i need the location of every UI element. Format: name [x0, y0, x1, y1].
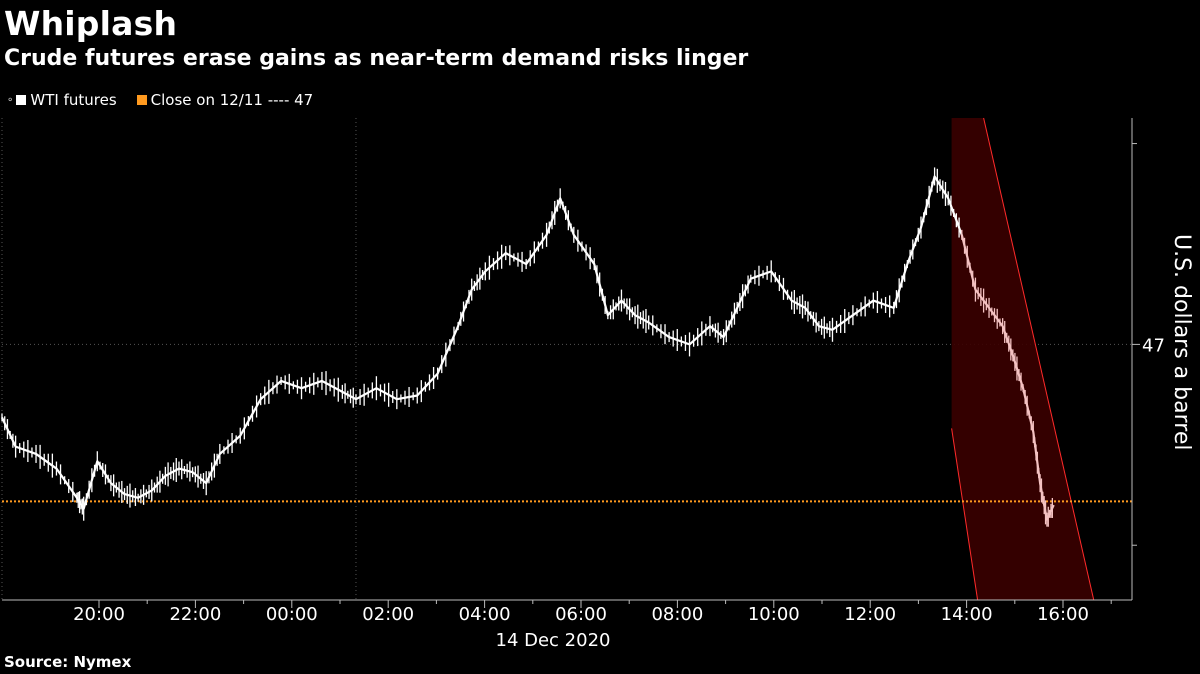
- legend-label-wti: WTI futures: [30, 91, 117, 109]
- x-tick-label: 08:00: [651, 604, 703, 625]
- series-line-wti: [1, 175, 963, 510]
- x-tick-label: 10:00: [748, 604, 800, 625]
- x-tick-label: 12:00: [844, 604, 896, 625]
- x-tick-label: 02:00: [362, 604, 414, 625]
- highlight-band-area: [951, 118, 1094, 600]
- y-axis-label: U.S. dollars a barrel: [1160, 234, 1194, 494]
- legend: ⁤⚬ WTI futures Close on 12/11 ---- 47: [6, 91, 327, 109]
- highlight-band: [951, 117, 1095, 601]
- legend-label-close: Close on 12/11 ---- 47: [150, 91, 314, 109]
- axes-group: 20:00 22:00 00:00 02:00 04:00 06:00 08:00 10:00…: [2, 118, 1165, 625]
- x-tick-label: 04:00: [459, 604, 511, 625]
- legend-item-wti: ⁤⚬ WTI futures: [6, 91, 117, 109]
- x-tick-label: 06:00: [555, 604, 607, 625]
- y-axis-label-text: U.S. dollars a barrel: [1169, 234, 1194, 451]
- source-note: Source: Nymex: [4, 653, 132, 671]
- y-tick-label: 47: [1142, 335, 1165, 356]
- x-tick-label: 20:00: [73, 604, 125, 625]
- legend-item-close: Close on 12/11 ---- 47: [136, 91, 314, 109]
- grid-lines: [1, 118, 1132, 600]
- x-tick-label: 16:00: [1037, 604, 1089, 625]
- candlestick-icon: ⁤⚬: [6, 94, 15, 106]
- series-group: [1, 167, 1055, 527]
- channel-lower-edge: [951, 428, 979, 601]
- x-tick-label: 14:00: [941, 604, 993, 625]
- chart-title: Whiplash: [4, 4, 178, 43]
- series-line-wti-selloff: [960, 234, 1055, 521]
- channel-upper-edge: [983, 117, 1095, 601]
- chart-subtitle: Crude futures erase gains as near-term d…: [4, 46, 749, 71]
- legend-swatch-wti: [16, 95, 27, 105]
- x-tick-label: 22:00: [169, 604, 221, 625]
- x-axis-date-label: 14 Dec 2020: [496, 630, 611, 651]
- x-tick-label: 00:00: [266, 604, 318, 625]
- legend-swatch-close: [136, 95, 147, 105]
